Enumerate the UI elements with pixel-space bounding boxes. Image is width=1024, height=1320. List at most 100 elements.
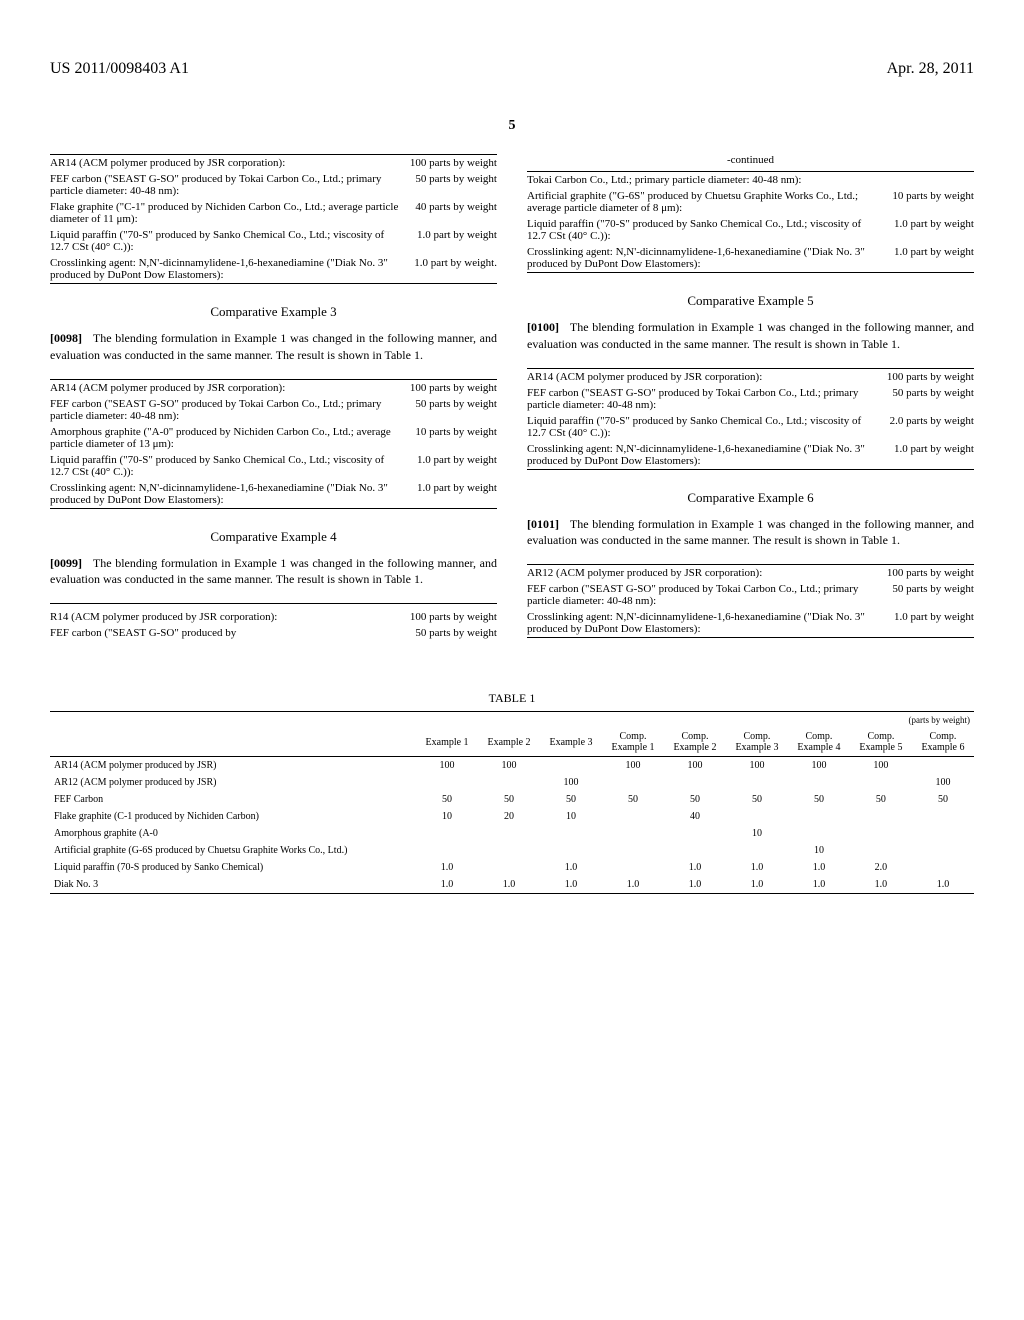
table1-cell	[850, 774, 912, 791]
table1-cell: 100	[664, 757, 726, 775]
formula-amount: 1.0 part by weight	[400, 452, 497, 480]
table1-rowlabel: Diak No. 3	[50, 876, 416, 894]
table1-cell	[540, 757, 602, 775]
formula-amount: 40 parts by weight	[400, 199, 497, 227]
formula-desc: Crosslinking agent: N,N'-dicinnamylidene…	[50, 480, 400, 509]
formula-desc: Flake graphite ("C-1" produced by Nichid…	[50, 199, 400, 227]
table1-cell	[416, 774, 478, 791]
right-column: -continued Tokai Carbon Co., Ltd.; prima…	[527, 154, 974, 661]
formula-desc: Crosslinking agent: N,N'-dicinnamylidene…	[527, 441, 877, 470]
formula-desc: FEF carbon ("SEAST G-SO" produced by Tok…	[50, 396, 400, 424]
table1-cell: 100	[416, 757, 478, 775]
table1-cell: 1.0	[788, 859, 850, 876]
formula-row: Liquid paraffin ("70-S" produced by Sank…	[50, 227, 497, 255]
table1-cell: 2.0	[850, 859, 912, 876]
table1-cell: 1.0	[726, 876, 788, 894]
formula-row: FEF carbon ("SEAST G-SO" produced by Tok…	[527, 385, 974, 413]
table1-header: Example 2	[478, 728, 540, 757]
comp5-text: The blending formulation in Example 1 wa…	[527, 320, 974, 351]
formula-amount: 1.0 part by weight	[400, 227, 497, 255]
table1-cell: 50	[850, 791, 912, 808]
formula-row: FEF carbon ("SEAST G-SO" produced by Tok…	[527, 581, 974, 609]
table1-cell	[664, 825, 726, 842]
formula-amount: 50 parts by weight	[877, 581, 974, 609]
table1-cell: 100	[726, 757, 788, 775]
table1-cell: 1.0	[540, 876, 602, 894]
formula-desc: Crosslinking agent: N,N'-dicinnamylidene…	[527, 244, 882, 273]
formula-row: Crosslinking agent: N,N'-dicinnamylidene…	[527, 244, 974, 273]
table1-cell	[478, 825, 540, 842]
table1-cell	[664, 842, 726, 859]
formula-desc: FEF carbon ("SEAST G-SO" produced by Tok…	[527, 581, 877, 609]
table1-cell	[478, 859, 540, 876]
formula-desc: AR14 (ACM polymer produced by JSR corpor…	[527, 368, 877, 385]
formula-amount: 1.0 part by weight	[877, 441, 974, 470]
formula-row: R14 (ACM polymer produced by JSR corpora…	[50, 609, 497, 625]
table1-cell	[540, 842, 602, 859]
formula-amount: 2.0 parts by weight	[877, 413, 974, 441]
table1-row: AR12 (ACM polymer produced by JSR)100100	[50, 774, 974, 791]
table1-cell	[602, 842, 664, 859]
table1-cell: 50	[540, 791, 602, 808]
comp3-formula: AR14 (ACM polymer produced by JSR corpor…	[50, 379, 497, 509]
formula-desc: FEF carbon ("SEAST G-SO" produced by Tok…	[527, 385, 877, 413]
table1-cell	[664, 774, 726, 791]
formula-desc: Crosslinking agent: N,N'-dicinnamylidene…	[527, 609, 877, 638]
comp3-paragraph: [0098] The blending formulation in Examp…	[50, 330, 497, 364]
table1-rowlabel: Amorphous graphite (A-0	[50, 825, 416, 842]
table1-header: Comp.Example 2	[664, 728, 726, 757]
table1-cell	[850, 808, 912, 825]
formula-desc: Amorphous graphite ("A-0" produced by Ni…	[50, 424, 400, 452]
table1-cell: 50	[664, 791, 726, 808]
table1-container: TABLE 1 (parts by weight)Example 1Exampl…	[50, 691, 974, 894]
table1-cell: 10	[416, 808, 478, 825]
formula-row: Liquid paraffin ("70-S" produced by Sank…	[527, 216, 974, 244]
formula-row: AR14 (ACM polymer produced by JSR corpor…	[50, 155, 497, 172]
formula-row: Artificial graphite ("G-6S" produced by …	[527, 188, 974, 216]
table1-cell: 1.0	[726, 859, 788, 876]
table1-cell: 50	[478, 791, 540, 808]
formula-amount: 1.0 part by weight	[882, 244, 974, 273]
comp4-para-num: [0099]	[50, 556, 82, 570]
table1-row: Amorphous graphite (A-0 10	[50, 825, 974, 842]
two-column-content: AR14 (ACM polymer produced by JSR corpor…	[50, 154, 974, 661]
table1-header: Comp.Example 5	[850, 728, 912, 757]
table1-cell	[726, 808, 788, 825]
table1-cell: 1.0	[602, 876, 664, 894]
table1-rowlabel: Liquid paraffin (70-S produced by Sanko …	[50, 859, 416, 876]
formula-row: Crosslinking agent: N,N'-dicinnamylidene…	[50, 480, 497, 509]
table1-cell: 1.0	[664, 876, 726, 894]
formula-desc: Artificial graphite ("G-6S" produced by …	[527, 188, 882, 216]
formula-row: AR14 (ACM polymer produced by JSR corpor…	[50, 379, 497, 396]
comp3-para-num: [0098]	[50, 331, 82, 345]
table1-row: FEF Carbon505050505050505050	[50, 791, 974, 808]
formula-desc: Liquid paraffin ("70-S" produced by Sank…	[50, 227, 400, 255]
formula-amount: 10 parts by weight	[400, 424, 497, 452]
formula-desc: AR12 (ACM polymer produced by JSR corpor…	[527, 565, 877, 582]
table1-cell: 10	[540, 808, 602, 825]
table1-cell	[602, 859, 664, 876]
table1-cell: 50	[912, 791, 974, 808]
header-doc-id: US 2011/0098403 A1	[50, 60, 189, 78]
formula-amount: 50 parts by weight	[400, 396, 497, 424]
comp6-paragraph: [0101] The blending formulation in Examp…	[527, 516, 974, 550]
table1-cell	[912, 842, 974, 859]
table1-cell: 10	[726, 825, 788, 842]
formula-row: FEF carbon ("SEAST G-SO" produced by Tok…	[50, 171, 497, 199]
table1-cell: 50	[788, 791, 850, 808]
formula-desc: Tokai Carbon Co., Ltd.; primary particle…	[527, 172, 882, 189]
formula-amount: 50 parts by weight	[363, 625, 497, 641]
table1-header	[50, 728, 416, 757]
table1-cell: 100	[788, 757, 850, 775]
formula-row: Crosslinking agent: N,N'-dicinnamylidene…	[527, 609, 974, 638]
table1-cell	[478, 842, 540, 859]
table1-header: Comp.Example 4	[788, 728, 850, 757]
table1-cell: 1.0	[664, 859, 726, 876]
table1-title: TABLE 1	[50, 691, 974, 706]
formula-amount: 10 parts by weight	[882, 188, 974, 216]
formula-row: Tokai Carbon Co., Ltd.; primary particle…	[527, 172, 974, 189]
table1-row: Liquid paraffin (70-S produced by Sanko …	[50, 859, 974, 876]
continued-formula: Tokai Carbon Co., Ltd.; primary particle…	[527, 171, 974, 273]
formula-amount: 1.0 part by weight	[882, 216, 974, 244]
page-header: US 2011/0098403 A1 Apr. 28, 2011	[50, 60, 974, 78]
